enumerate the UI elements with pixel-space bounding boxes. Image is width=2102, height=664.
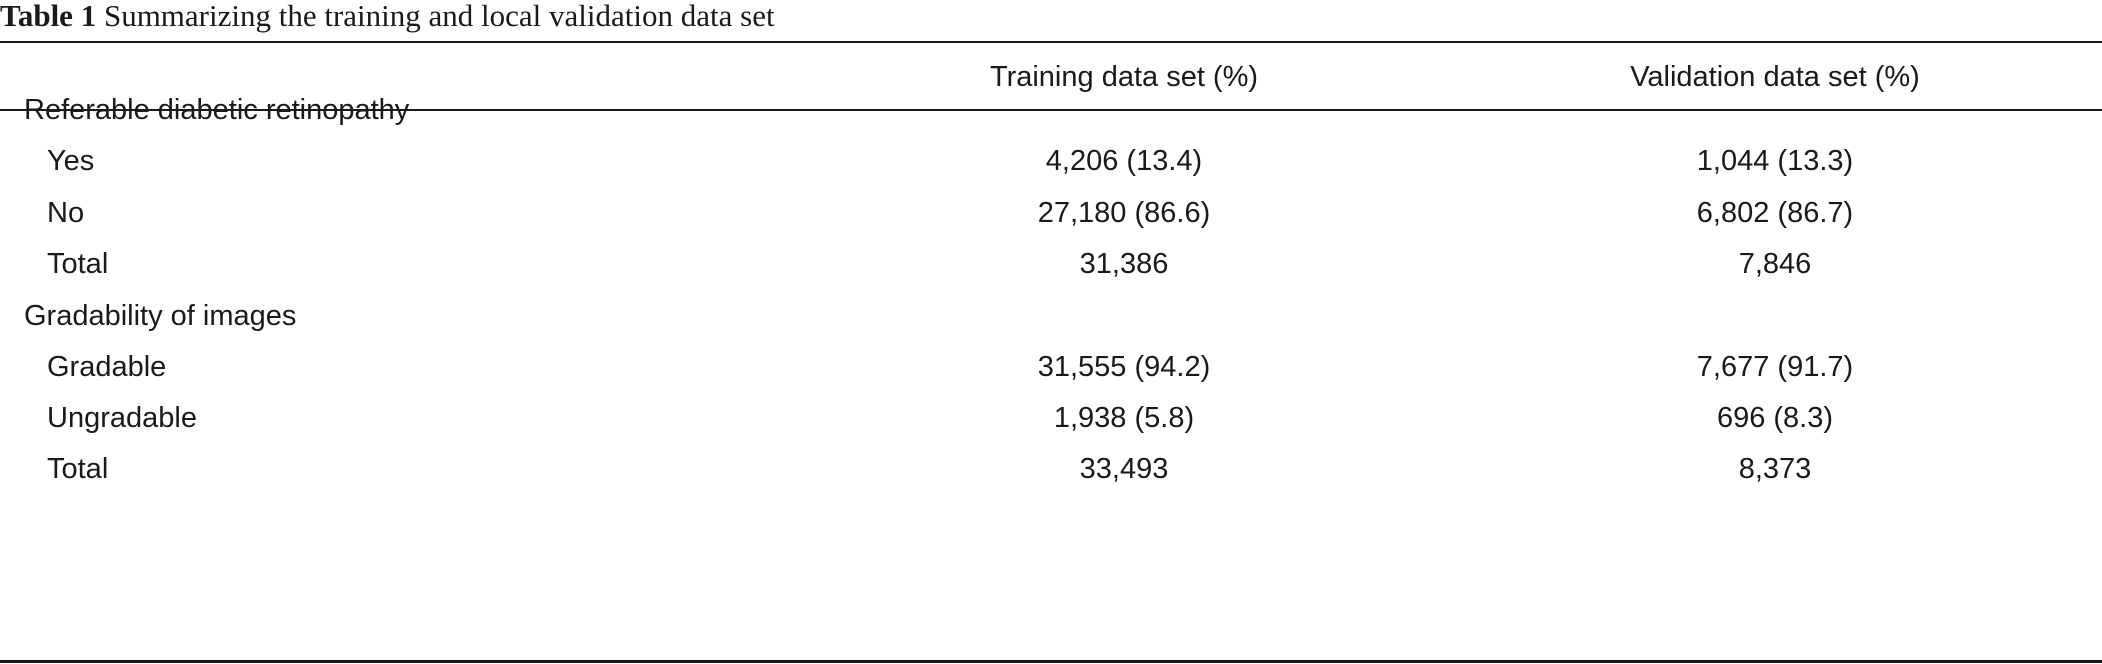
table-row: Total 31,386 7,846 <box>0 230 2102 299</box>
table-caption: Table 1 Summarizing the training and loc… <box>0 0 775 40</box>
section-heading-row: Gradability of images <box>0 282 2102 351</box>
validation-value: 1,044 (13.3) <box>1696 145 1854 177</box>
table-row: No 27,180 (86.6) 6,802 (86.7) <box>0 179 2102 248</box>
table-title: Summarizing the training and local valid… <box>103 0 775 33</box>
table-row: Yes 4,206 (13.4) 1,044 (13.3) <box>0 127 2102 196</box>
top-rule <box>0 41 2102 43</box>
table-row: Gradable 31,555 (94.2) 7,677 (91.7) <box>0 333 2102 402</box>
validation-value: 7,846 <box>1738 248 1812 280</box>
table-row: Ungradable 1,938 (5.8) 696 (8.3) <box>0 384 2102 453</box>
header-row: Training data set (%) Validation data se… <box>0 43 2102 112</box>
validation-value: 6,802 (86.7) <box>1696 197 1854 229</box>
header-rule <box>0 109 2102 111</box>
training-value: 33,493 <box>1079 453 1169 485</box>
validation-value: 7,677 (91.7) <box>1696 351 1854 383</box>
row-label: No <box>47 197 85 229</box>
training-value: 1,938 (5.8) <box>1053 402 1195 434</box>
section-heading: Gradability of images <box>24 300 297 332</box>
table-row: Total 33,493 8,373 <box>0 435 2102 504</box>
validation-value: 696 (8.3) <box>1716 402 1834 434</box>
row-label: Total <box>47 453 109 485</box>
row-label: Gradable <box>47 351 167 383</box>
header-training: Training data set (%) <box>989 61 1259 93</box>
training-value: 4,206 (13.4) <box>1045 145 1203 177</box>
row-label: Yes <box>47 145 95 177</box>
training-value: 27,180 (86.6) <box>1037 197 1211 229</box>
training-value: 31,386 <box>1079 248 1169 280</box>
validation-value: 8,373 <box>1738 453 1812 485</box>
training-value: 31,555 (94.2) <box>1037 351 1211 383</box>
header-validation: Validation data set (%) <box>1630 61 1920 93</box>
bottom-rule <box>0 660 2102 663</box>
row-label: Total <box>47 248 109 280</box>
row-label: Ungradable <box>47 402 197 434</box>
table-number: Table 1 <box>0 0 97 33</box>
